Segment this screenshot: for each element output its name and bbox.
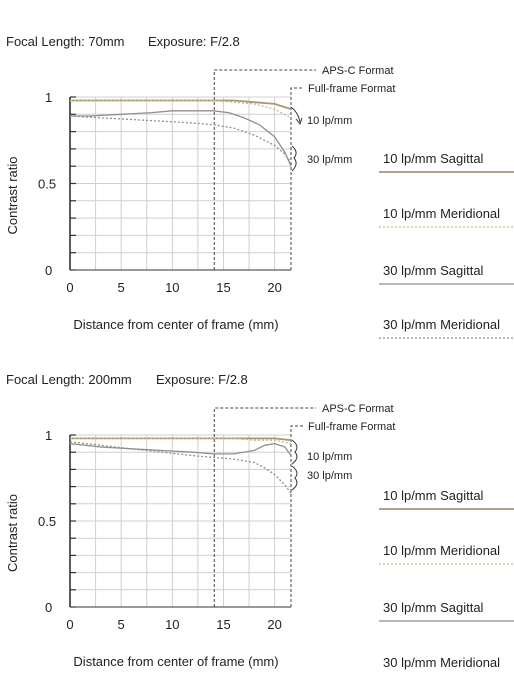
aps-c-label: APS-C Format [322,65,394,77]
freq-30-label: 30 lp/mm [307,470,352,482]
x-tick-label: 5 [118,617,125,632]
legend-label: 10 lp/mm Sagittal [383,488,484,503]
y-tick-label: 0.5 [38,514,56,529]
series-line-meridional30 [69,115,292,164]
full-frame-label: Full-frame Format [308,83,395,95]
focal-length-label: Focal Length: 70mm [6,34,125,49]
x-tick-label: 20 [267,617,281,632]
legend-label: 10 lp/mm Meridional [383,206,500,221]
legend-label: 30 lp/mm Sagittal [383,263,484,278]
y-axis-label: Contrast ratio [5,494,20,572]
legend-2: 10 lp/mm Sagittal 10 lp/mm Meridional 30 l… [379,488,514,670]
x-tick-label: 20 [267,280,281,295]
bracket-30lp [291,465,298,491]
full-frame-boundary [290,425,303,607]
x-axis-label: Distance from center of frame (mm) [73,654,278,669]
legend-label: 30 lp/mm Meridional [383,655,500,670]
legend-1: 10 lp/mm Sagittal 10 lp/mm Meridional 30 l… [379,151,514,339]
arrow-10lp [295,117,303,126]
freq-10-label: 10 lp/mm [307,451,352,463]
y-tick-label: 0 [45,263,52,278]
freq-10-label: 10 lp/mm [307,115,352,127]
bracket-10lp [290,106,301,123]
freq-30-label: 30 lp/mm [307,154,352,166]
y-tick-label: 0.5 [38,177,56,192]
full-frame-boundary [290,87,303,270]
aps-c-boundary [213,407,316,607]
mtf-chart-1: Focal Length: 70mm Exposure: F/2.800.510 5… [5,34,395,332]
x-tick-label: 10 [165,617,179,632]
y-tick-label: 1 [45,428,52,443]
y-tick-label: 0 [45,600,52,615]
focal-length-label: Focal Length: 200mm [6,372,132,387]
exposure-label: Exposure: F/2.8 [148,34,240,49]
x-axis-label: Distance from center of frame (mm) [73,317,278,332]
series-line-sagittal10 [70,99,292,110]
x-tick-label: 10 [165,280,179,295]
x-tick-label: 0 [66,617,73,632]
series-line-meridional10 [70,99,292,119]
series-line-meridional10 [70,437,292,445]
legend-label: 10 lp/mm Meridional [383,543,500,558]
mtf-chart-2: Focal Length: 200mm Exposure: F/2.800.510… [5,372,395,669]
exposure-label: Exposure: F/2.8 [156,372,248,387]
x-tick-label: 15 [216,280,230,295]
y-tick-label: 1 [45,90,52,105]
x-tick-label: 0 [66,280,73,295]
x-tick-label: 15 [216,617,230,632]
series-line-meridional30 [69,441,292,494]
bracket-30lp [291,145,297,172]
series-line-sagittal30 [70,110,292,167]
y-axis-label: Contrast ratio [5,156,20,234]
legend-label: 30 lp/mm Meridional [383,317,500,332]
x-tick-label: 5 [118,280,125,295]
aps-c-label: APS-C Format [322,403,394,415]
full-frame-label: Full-frame Format [308,421,395,433]
legend-label: 10 lp/mm Sagittal [383,151,484,166]
bracket-10lp [291,439,298,465]
legend-label: 30 lp/mm Sagittal [383,600,484,615]
aps-c-boundary [213,69,316,270]
